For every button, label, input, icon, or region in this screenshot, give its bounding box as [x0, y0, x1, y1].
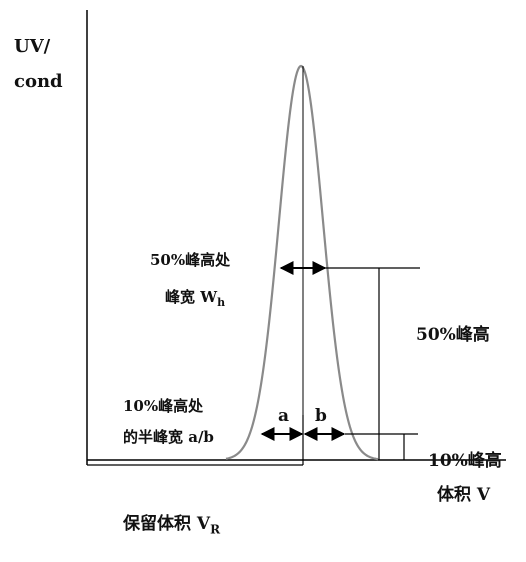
width-50-label-line2: 峰宽 Wh — [165, 288, 226, 309]
height-10-label: 10%峰高 — [428, 451, 502, 471]
retention-subscript: R — [210, 522, 221, 537]
half-width-10-label-line1: 10%峰高处 — [123, 397, 204, 415]
y-axis-title-line2: cond — [14, 71, 63, 92]
half-width-10-label-line2: 的半峰宽 a/b — [123, 428, 214, 446]
retention-volume-label: 保留体积 VR — [123, 514, 221, 537]
width-50-label-line1: 50%峰高处 — [150, 251, 231, 269]
width-50-subscript: h — [217, 296, 226, 309]
label-a: a — [278, 406, 290, 426]
label-b: b — [315, 406, 327, 426]
height-50-label: 50%峰高 — [416, 325, 490, 345]
x-axis-title: 体积 V — [437, 485, 491, 505]
peak-curve — [225, 64, 379, 461]
y-axis-title-line1: UV/ — [14, 36, 51, 57]
